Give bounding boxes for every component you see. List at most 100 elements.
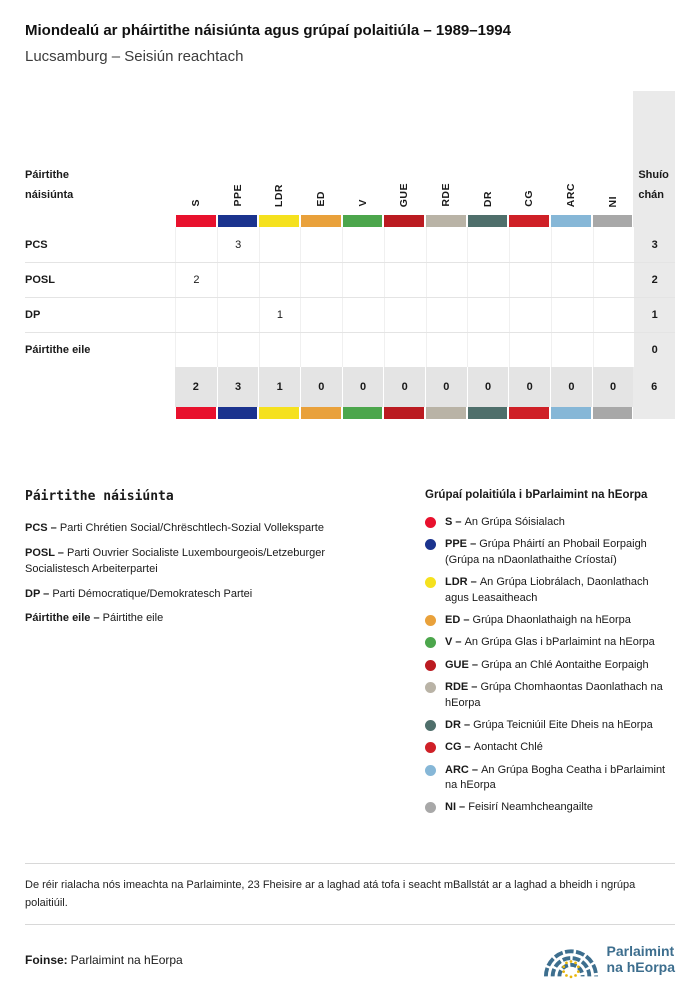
- total-value: 0: [591, 367, 634, 407]
- table-header-row: Páirtithe náisiúnta S PPE LDR ED V GUE RDE DR CG…: [25, 91, 675, 227]
- legend-group-item: ED – Grúpa Dhaonlathaigh na hEorpa: [425, 613, 675, 628]
- cg-color-dot: [425, 742, 436, 754]
- groups-legend-items: S – An Grúpa Sóisialach PPE – Grúpa Pháir…: [425, 515, 675, 816]
- s-color-bar: [176, 215, 216, 227]
- value-cell-gue: [383, 298, 426, 332]
- total-value: 0: [383, 367, 426, 407]
- table-row-pcs: PCS 3 3: [25, 227, 675, 262]
- value-cell-arc: [550, 333, 593, 367]
- seats-bar-spacer: [633, 206, 675, 227]
- column-header-s: S: [175, 91, 217, 227]
- value-cell-ppe: 3: [216, 227, 259, 262]
- value-cell-ldr: [258, 333, 301, 367]
- v-color-bar: [342, 215, 383, 227]
- value-cell-cg: [509, 227, 551, 262]
- arc-color-bar: [551, 407, 591, 419]
- column-code-label: S: [189, 199, 202, 207]
- rde-color-bar: [426, 407, 466, 419]
- legend-party-name: Parti Chrétien Social/Chrëschtlech-Sozia…: [59, 522, 324, 534]
- legend-group-item: CG – Aontacht Chlé: [425, 740, 675, 755]
- s-color-dot: [425, 517, 436, 528]
- ed-color-dot: [425, 614, 436, 626]
- value-cell-cg: [509, 263, 551, 297]
- grand-total-cell: 6: [633, 367, 675, 419]
- hemicycle-arcs: [543, 949, 598, 977]
- divider-top: [25, 862, 675, 864]
- column-code-label: PPE: [231, 184, 244, 207]
- ep-logo-text: Parlaimint na hEorpa: [607, 944, 675, 975]
- grand-total-value: 6: [651, 381, 658, 393]
- totals-label-spacer: [25, 367, 175, 419]
- row-label: PCS: [25, 238, 48, 251]
- column-code-label: ED: [314, 191, 327, 207]
- table-row-dp: DP 1 1: [25, 297, 675, 332]
- total-cell-v: 0: [341, 367, 384, 419]
- total-value: 0: [508, 367, 551, 407]
- legend-group-text: RDE – Grúpa Chomhaontas Daonlathach na h…: [445, 680, 667, 711]
- ep-logo-text-line1: Parlaimint: [606, 943, 675, 960]
- column-code-label: GUE: [398, 182, 411, 207]
- ep-hemicycle-icon: [543, 949, 598, 979]
- table-body: PCS 3 3 POSL 2 2 DP 1 1 Páirtithe eile 0: [25, 227, 675, 367]
- column-code-label: LDR: [273, 183, 286, 207]
- total-cell-s: 2: [175, 367, 217, 419]
- value-cell-v: [342, 263, 384, 297]
- total-value: 0: [425, 367, 467, 407]
- row-label: POSL: [25, 274, 55, 286]
- footnote: De réir rialacha nós imeachta na Parlaim…: [25, 878, 636, 909]
- total-cell-ldr: 1: [258, 367, 301, 419]
- value-cell-dr: [467, 263, 509, 297]
- value-cell-cg: [509, 333, 551, 367]
- parties-legend-heading: Páirtithe náisiúnta: [25, 489, 174, 504]
- value-cell-ldr: [258, 263, 301, 297]
- legend-party-item: POSL – Parti Ouvrier Socialiste Luxembou…: [25, 545, 390, 578]
- legend-party-abbr: DP –: [25, 587, 53, 600]
- seats-table: Páirtithe náisiúnta S PPE LDR ED V GUE RDE DR CG…: [25, 91, 675, 419]
- value-cell-gue: [383, 263, 426, 297]
- legend-group-item: GUE – Grúpa an Chlé Aontaithe Eorpaigh: [425, 658, 675, 673]
- total-value: 0: [341, 367, 384, 407]
- legend-group-text: GUE – Grúpa an Chlé Aontaithe Eorpaigh: [445, 658, 649, 673]
- legend-group-code: LDR –: [445, 576, 480, 589]
- value-cell-ed: [300, 298, 342, 332]
- legend-party-name: Parti Démocratique/Demokratesch Partei: [52, 587, 253, 600]
- legend-group-code: GUE –: [445, 658, 482, 671]
- arc-color-dot: [425, 764, 436, 776]
- legend-group-name: An Grúpa Liobrálach, Daonlathach agus Le…: [445, 576, 649, 604]
- gue-color-bar: [384, 407, 425, 419]
- legend-group-text: LDR – An Grúpa Liobrálach, Daonlathach a…: [445, 575, 667, 606]
- legend-group-name: Grúpa Dhaonlathaigh na hEorpa: [472, 613, 631, 626]
- column-header-ppe: PPE: [217, 91, 259, 227]
- value-cell-ppe: [216, 263, 259, 297]
- total-cell-arc: 0: [550, 367, 592, 419]
- legend-group-name: Grúpa Pháirtí an Phobail Eorpaigh (Grúpa…: [445, 538, 647, 566]
- dr-color-dot: [425, 719, 436, 731]
- ni-color-bar: [592, 215, 633, 227]
- legend-group-name: Feisirí Neamhcheangailte: [468, 801, 593, 814]
- total-value: 0: [300, 367, 342, 407]
- value-cell-ni: [592, 333, 635, 367]
- column-header-gue: GUE: [383, 91, 425, 227]
- legend-group-name: Grúpa Chomhaontas Daonlathach na hEorpa: [445, 681, 663, 709]
- s-color-bar: [176, 407, 216, 419]
- parties-legend-items: PCS – Parti Chrétien Social/Chrëschtlech…: [25, 520, 390, 627]
- legend-group-name: Grúpa Teicniúil Eite Dheis na hEorpa: [473, 718, 653, 731]
- value-cell-ed: [300, 227, 342, 262]
- row-total-cell: 3: [634, 227, 675, 262]
- column-code-label: NI: [606, 195, 619, 208]
- legend-group-item: V – An Grúpa Glas i bParlaimint na hEorp…: [425, 635, 675, 650]
- ppe-color-bar: [217, 215, 258, 227]
- total-cell-ni: 0: [591, 367, 634, 419]
- legend-group-text: DR – Grúpa Teicniúil Eite Dheis na hEorp…: [445, 718, 653, 733]
- source-label: Foinse:: [25, 953, 68, 968]
- row-total-cell: 1: [634, 298, 675, 332]
- ldr-color-bar: [259, 215, 300, 227]
- source-value: Parlaimint na hEorpa: [70, 953, 183, 968]
- total-cell-gue: 0: [383, 367, 426, 419]
- ni-color-dot: [425, 802, 436, 814]
- legend-group-code: V –: [445, 636, 465, 649]
- footer: Foinse: Parlaimint na hEorpa Parlaimin: [25, 939, 675, 981]
- value-cell-rde: [425, 263, 468, 297]
- legend-group-item: S – An Grúpa Sóisialach: [425, 515, 675, 530]
